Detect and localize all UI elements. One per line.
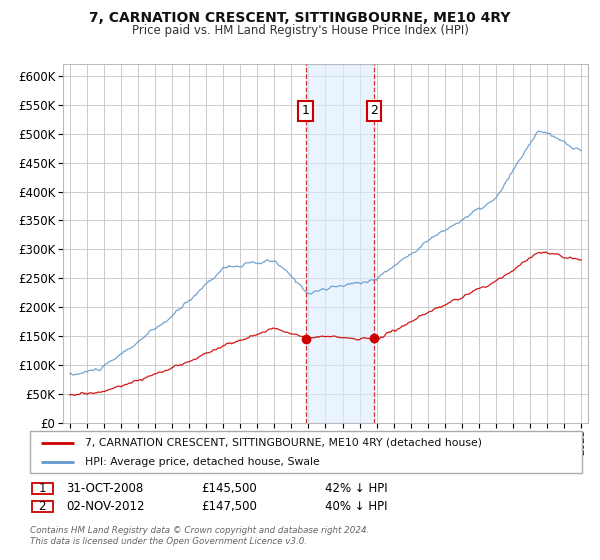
Text: 02-NOV-2012: 02-NOV-2012 (66, 500, 145, 514)
Text: 7, CARNATION CRESCENT, SITTINGBOURNE, ME10 4RY (detached house): 7, CARNATION CRESCENT, SITTINGBOURNE, ME… (85, 437, 482, 447)
Text: £147,500: £147,500 (202, 500, 257, 514)
Text: HPI: Average price, detached house, Swale: HPI: Average price, detached house, Swal… (85, 457, 320, 467)
Text: 7, CARNATION CRESCENT, SITTINGBOURNE, ME10 4RY: 7, CARNATION CRESCENT, SITTINGBOURNE, ME… (89, 11, 511, 25)
Text: Contains HM Land Registry data © Crown copyright and database right 2024.
This d: Contains HM Land Registry data © Crown c… (30, 526, 370, 546)
Bar (305, 64, 374, 423)
Text: 2: 2 (38, 500, 46, 514)
Bar (32, 483, 53, 494)
Text: 1: 1 (38, 482, 46, 496)
Text: 2: 2 (370, 105, 378, 118)
Text: 31-OCT-2008: 31-OCT-2008 (66, 482, 143, 496)
Text: 1: 1 (302, 105, 310, 118)
Text: 40% ↓ HPI: 40% ↓ HPI (325, 500, 388, 514)
Text: £145,500: £145,500 (202, 482, 257, 496)
Text: 42% ↓ HPI: 42% ↓ HPI (325, 482, 388, 496)
Text: Price paid vs. HM Land Registry's House Price Index (HPI): Price paid vs. HM Land Registry's House … (131, 24, 469, 36)
FancyBboxPatch shape (30, 431, 582, 473)
Bar (32, 501, 53, 512)
